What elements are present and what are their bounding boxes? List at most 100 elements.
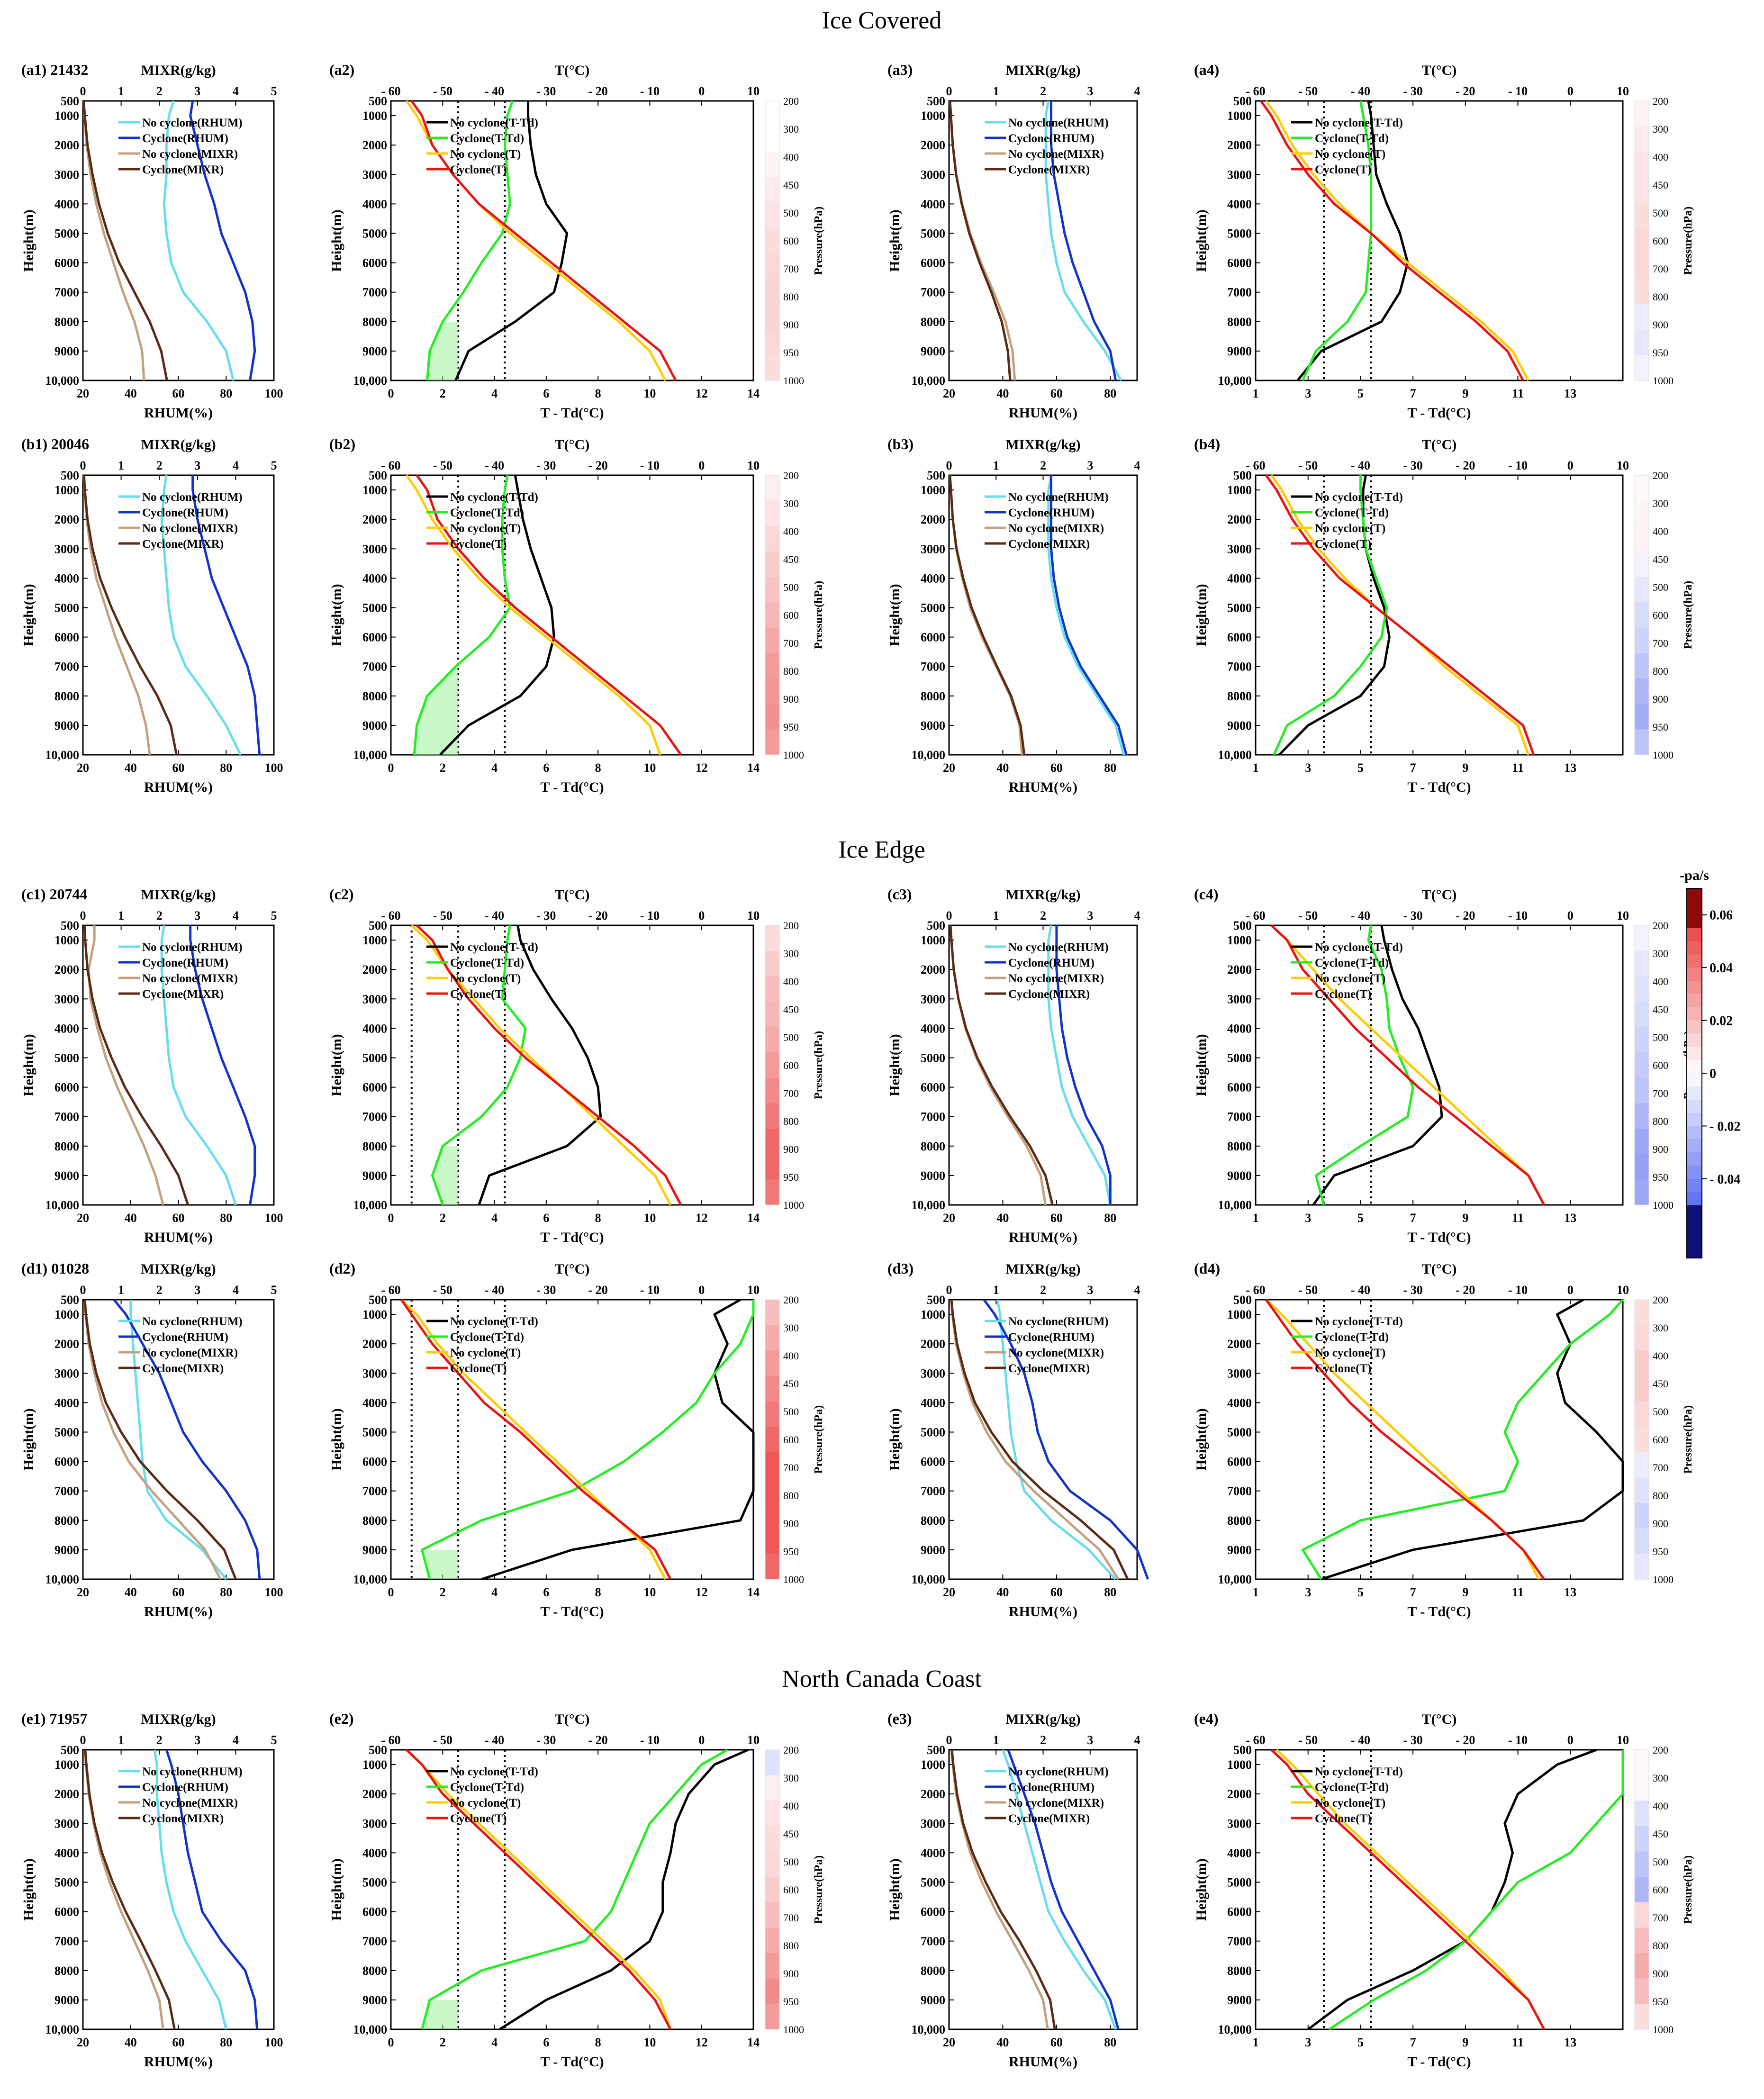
pressure-tick-label: 800 <box>783 291 799 303</box>
pressure-tick-label: 200 <box>783 470 799 481</box>
height-tick-label: 1000 <box>1227 109 1252 123</box>
top-axis-title: T(°C) <box>1422 63 1457 78</box>
temperature-panel-a2: 5001000200030004000500060007000800090001… <box>329 61 825 421</box>
pressure-tick-label: 600 <box>783 1059 799 1071</box>
height-tick-label: 9000 <box>362 1993 387 2007</box>
height-tick-label: 8000 <box>54 315 79 329</box>
dewpoint-shading <box>432 1146 459 1205</box>
pressure-tick-label: 400 <box>783 976 799 987</box>
top-tick-label: - 10 <box>640 84 660 98</box>
top-tick-label: 2 <box>156 1733 163 1747</box>
no-cyclone-temp-line <box>1265 1299 1540 1580</box>
top-tick-label: - 60 <box>381 1283 400 1297</box>
no-cyclone-rhum-line <box>996 1299 1117 1580</box>
height-tick-label: 3000 <box>362 168 387 181</box>
height-tick-label: 500 <box>61 919 79 932</box>
pressure-tick-label: 500 <box>1653 1031 1668 1043</box>
omega-cell <box>1635 1401 1649 1427</box>
bottom-tick-label: 0 <box>388 1211 394 1225</box>
top-tick-label: 4 <box>233 909 239 923</box>
pressure-tick-label: 400 <box>1653 151 1668 163</box>
height-tick-label: 10,000 <box>1218 1198 1252 1212</box>
omega-cell <box>1635 1750 1649 1776</box>
omega-cell <box>765 1851 779 1877</box>
height-axis-label: Height(m) <box>1194 209 1209 272</box>
top-tick-label: 4 <box>1134 909 1140 923</box>
top-axis-title: T(°C) <box>1422 1261 1457 1277</box>
legend-entry: No cyclone(RHUM) <box>142 117 243 129</box>
top-tick-label: - 30 <box>1403 909 1423 923</box>
cyclone-temp-line <box>406 1749 672 2030</box>
top-tick-label: 0 <box>946 459 952 472</box>
omega-cell <box>765 126 779 152</box>
pressure-tick-label: 700 <box>783 263 799 275</box>
bottom-axis-title: RHUM(%) <box>1009 2054 1077 2070</box>
bottom-tick-label: 3 <box>1305 2036 1311 2049</box>
height-tick-label: 2000 <box>54 1337 79 1351</box>
pressure-tick-label: 700 <box>1653 637 1668 649</box>
cyclone-mixr-line <box>950 1749 1056 2030</box>
top-tick-label: - 50 <box>433 84 452 98</box>
pressure-tick-label: 500 <box>1653 207 1668 219</box>
omega-cell <box>765 1154 779 1180</box>
bottom-tick-label: 11 <box>1512 2036 1524 2049</box>
omega-cell <box>1635 1154 1649 1180</box>
bottom-tick-label: 80 <box>1104 761 1116 775</box>
height-tick-label: 500 <box>369 469 387 482</box>
top-tick-label: 4 <box>1134 1283 1140 1297</box>
height-axis-label: Height(m) <box>329 1034 344 1096</box>
omega-cell <box>1635 279 1649 305</box>
pressure-tick-label: 800 <box>1653 1115 1668 1127</box>
colorbar-cell <box>1687 1231 1702 1245</box>
height-tick-label: 7000 <box>362 1935 387 1948</box>
panel-label: (b1) 20046 <box>21 435 89 452</box>
height-tick-label: 6000 <box>54 1455 79 1469</box>
bottom-tick-label: 11 <box>1512 761 1524 775</box>
pressure-tick-label: 200 <box>783 1744 799 1756</box>
panel-label: (e4) <box>1194 1710 1219 1727</box>
no-cyclone-temp-line <box>406 1749 672 2030</box>
cyclone-dewdep-line <box>421 1300 755 1580</box>
top-tick-label: - 60 <box>381 1733 400 1747</box>
bottom-tick-label: 10 <box>643 1211 656 1225</box>
height-tick-label: 2000 <box>362 1337 387 1351</box>
omega-cell <box>1635 1027 1649 1053</box>
legend-entry: No cyclone(RHUM) <box>142 1315 243 1328</box>
height-tick-label: 4000 <box>921 197 945 211</box>
height-tick-label: 6000 <box>921 1905 945 1919</box>
height-tick-label: 4000 <box>1227 571 1252 585</box>
height-tick-label: 10,000 <box>353 748 388 762</box>
omega-cell <box>765 1300 779 1326</box>
height-tick-label: 7000 <box>362 286 387 299</box>
cyclone-temp-line <box>1265 1299 1545 1580</box>
bottom-tick-label: 9 <box>1462 2036 1468 2049</box>
pressure-tick-label: 1000 <box>783 749 804 761</box>
colorbar-cell <box>1687 888 1702 902</box>
top-tick-label: - 50 <box>433 1733 452 1747</box>
omega-cell <box>765 925 779 951</box>
cyclone-mixr-line <box>82 475 178 755</box>
top-tick-label: - 30 <box>536 909 556 923</box>
top-tick-label: 0 <box>80 909 86 923</box>
top-tick-label: 2 <box>1040 459 1046 472</box>
cyclone-dewdep-line <box>1273 475 1388 756</box>
top-tick-label: 10 <box>747 909 760 923</box>
height-axis-label: Height(m) <box>1194 1034 1209 1096</box>
pressure-tick-label: 950 <box>783 721 799 733</box>
no-cyclone-dewdep-line <box>1296 100 1409 381</box>
top-tick-label: - 10 <box>1508 909 1528 923</box>
section-title: Ice Edge <box>838 836 925 863</box>
top-tick-label: 1 <box>118 1283 124 1297</box>
bottom-tick-label: 20 <box>943 1585 955 1599</box>
height-tick-label: 6000 <box>362 1905 387 1919</box>
top-tick-label: 5 <box>271 1733 277 1747</box>
plot-frame <box>1255 1299 1624 1580</box>
height-tick-label: 8000 <box>362 1140 387 1153</box>
top-tick-label: 4 <box>233 84 239 98</box>
legend-entry: Cyclone(T-Td) <box>450 507 524 519</box>
height-tick-label: 7000 <box>1227 1484 1252 1498</box>
colorbar-cell <box>1687 1205 1702 1219</box>
cyclone-mixr-line <box>83 925 189 1205</box>
height-tick-label: 500 <box>927 1743 945 1757</box>
no-cyclone-dewdep-line <box>478 925 602 1205</box>
